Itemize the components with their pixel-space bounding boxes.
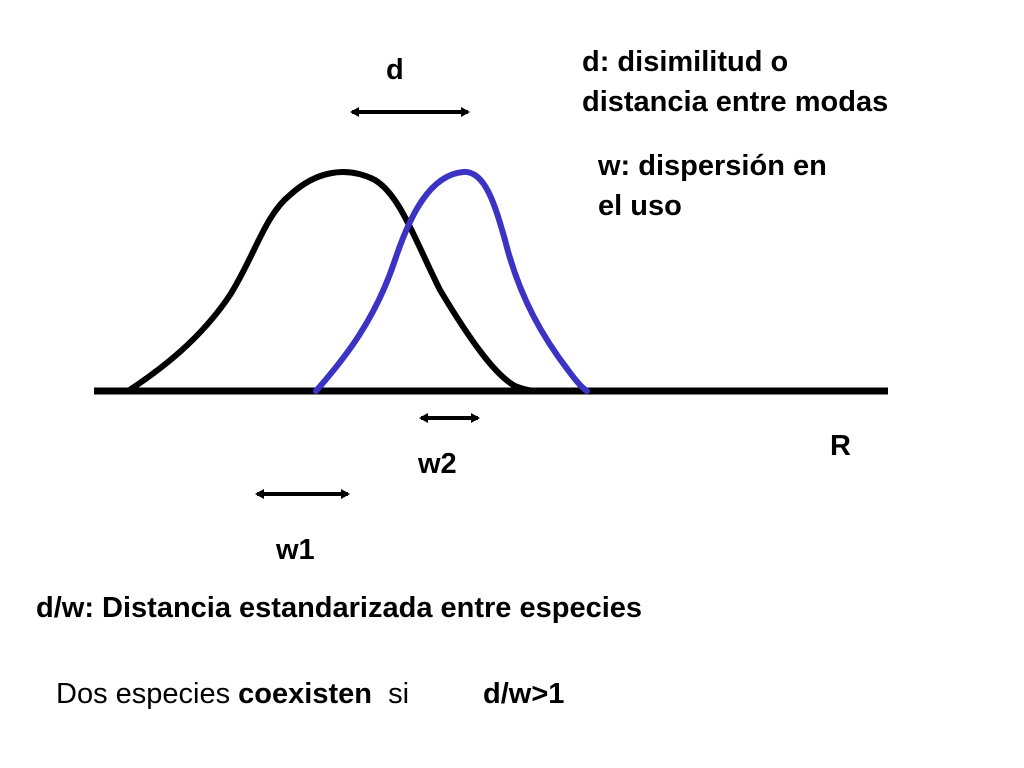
rule-condition: d/w>1 xyxy=(483,678,565,710)
w-definition: w: dispersión en el uso xyxy=(598,146,827,226)
species-1-curve xyxy=(125,169,541,394)
w1-label: w1 xyxy=(276,534,315,566)
species-2-curve xyxy=(313,169,590,394)
w-definition-line-1: w: dispersión en xyxy=(598,150,827,182)
rule-keyword: coexisten xyxy=(238,678,372,710)
w-definition-line-2: el uso xyxy=(598,190,682,222)
w2-label: w2 xyxy=(418,448,457,480)
coexistence-rule: Dos especies coexisten si d/w>1 xyxy=(56,674,564,714)
d-definition-line-1: d: disimilitud o xyxy=(582,46,789,78)
rule-suffix: si xyxy=(371,678,410,710)
d-definition-line-2: distancia entre modas xyxy=(582,86,889,118)
d-definition: d: disimilitud o distancia entre modas xyxy=(582,42,888,122)
r-axis-label: R xyxy=(830,430,851,462)
rule-prefix: Dos especies xyxy=(56,678,239,710)
standardized-distance-text: d/w: Distancia estandarizada entre espec… xyxy=(36,592,643,624)
d-label: d xyxy=(386,54,404,86)
